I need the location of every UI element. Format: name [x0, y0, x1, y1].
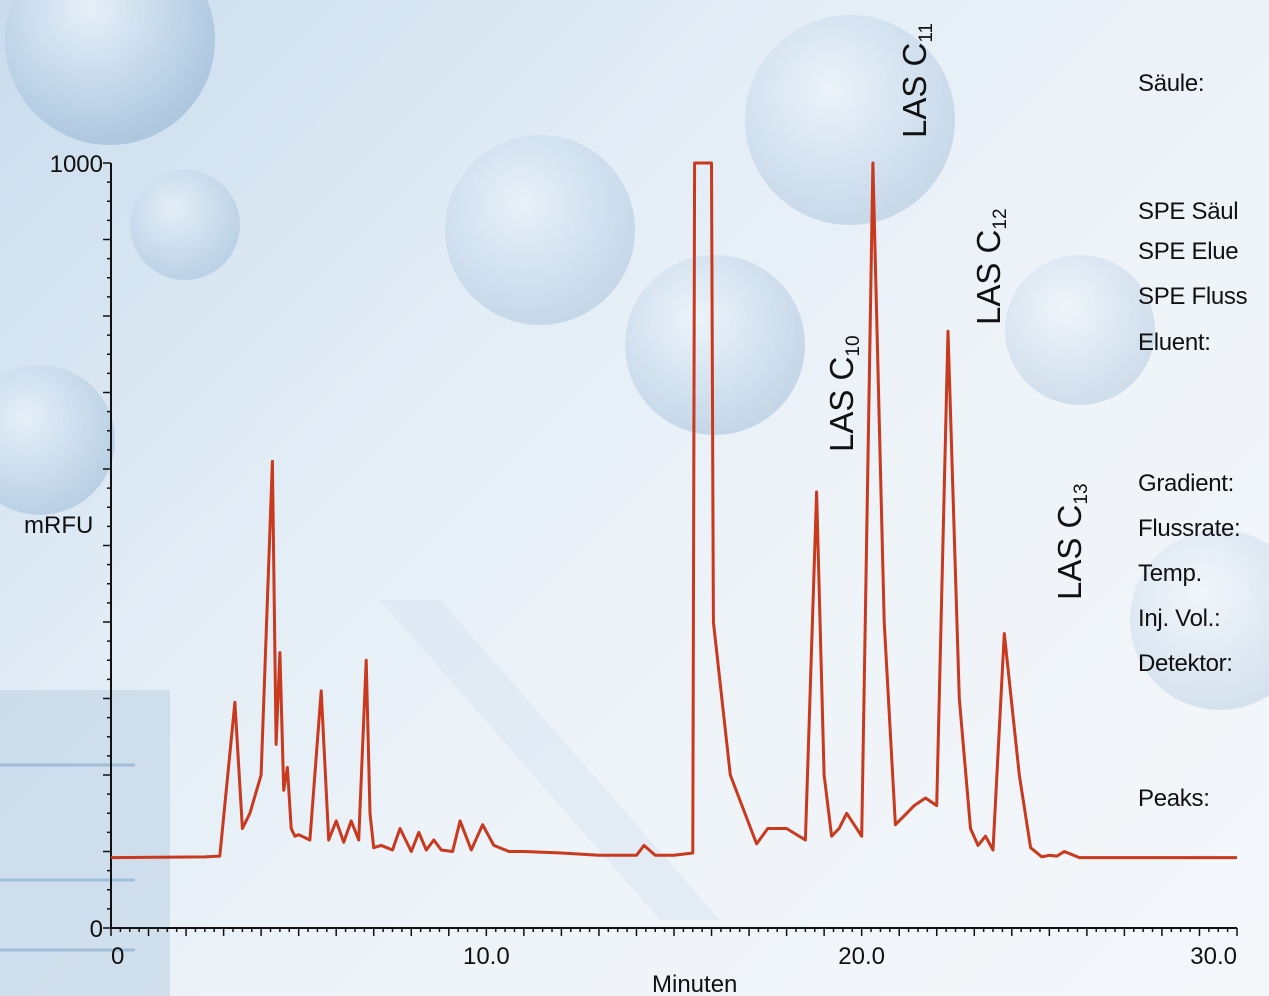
- peak-label-subscript: 12: [990, 208, 1011, 230]
- peak-label: LAS C11: [896, 23, 938, 138]
- chromatogram-trace: [110, 161, 1237, 860]
- y-axis-label: mRFU: [24, 512, 93, 539]
- x-tick-label: 0: [111, 943, 124, 970]
- peak-label: LAS C13: [1051, 483, 1093, 600]
- peak-label-text: LAS C: [896, 42, 933, 138]
- method-label: Säule:: [1138, 70, 1205, 97]
- x-axis-ticks: [110, 928, 1238, 936]
- method-label: SPE Fluss: [1138, 283, 1248, 310]
- peak-label: LAS C10: [823, 335, 865, 452]
- peak-label-text: LAS C: [823, 356, 860, 452]
- method-label: Inj. Vol.:: [1138, 605, 1221, 632]
- method-label: Temp.: [1138, 560, 1202, 587]
- method-label: Detektor:: [1138, 650, 1233, 677]
- y-axis-ticks: [103, 162, 111, 929]
- peak-label-subscript: 11: [916, 22, 937, 43]
- peak-label-text: LAS C: [1051, 504, 1088, 600]
- x-tick-label: 30.0: [1190, 943, 1237, 970]
- method-label: SPE Säul: [1138, 198, 1239, 225]
- peak-label-subscript: 13: [1071, 483, 1092, 505]
- peak-label-subscript: 10: [843, 335, 864, 357]
- peak-label-text: LAS C: [970, 229, 1007, 325]
- method-label: Gradient:: [1138, 470, 1235, 497]
- method-label: Flussrate:: [1138, 515, 1241, 542]
- y-tick-label: 0: [90, 916, 103, 943]
- x-axis-label: Minuten: [652, 971, 737, 996]
- method-label: Eluent:: [1138, 329, 1211, 356]
- x-tick-label: 20.0: [838, 943, 885, 970]
- method-label: Peaks:: [1138, 785, 1210, 812]
- peak-label: LAS C12: [970, 208, 1012, 325]
- x-tick-label: 10.0: [463, 943, 510, 970]
- method-label: SPE Elue: [1138, 238, 1239, 265]
- y-tick-label: 1000: [50, 151, 103, 178]
- tick-labels: 0 10.0 20.0 30.0 0 1000: [50, 151, 1237, 970]
